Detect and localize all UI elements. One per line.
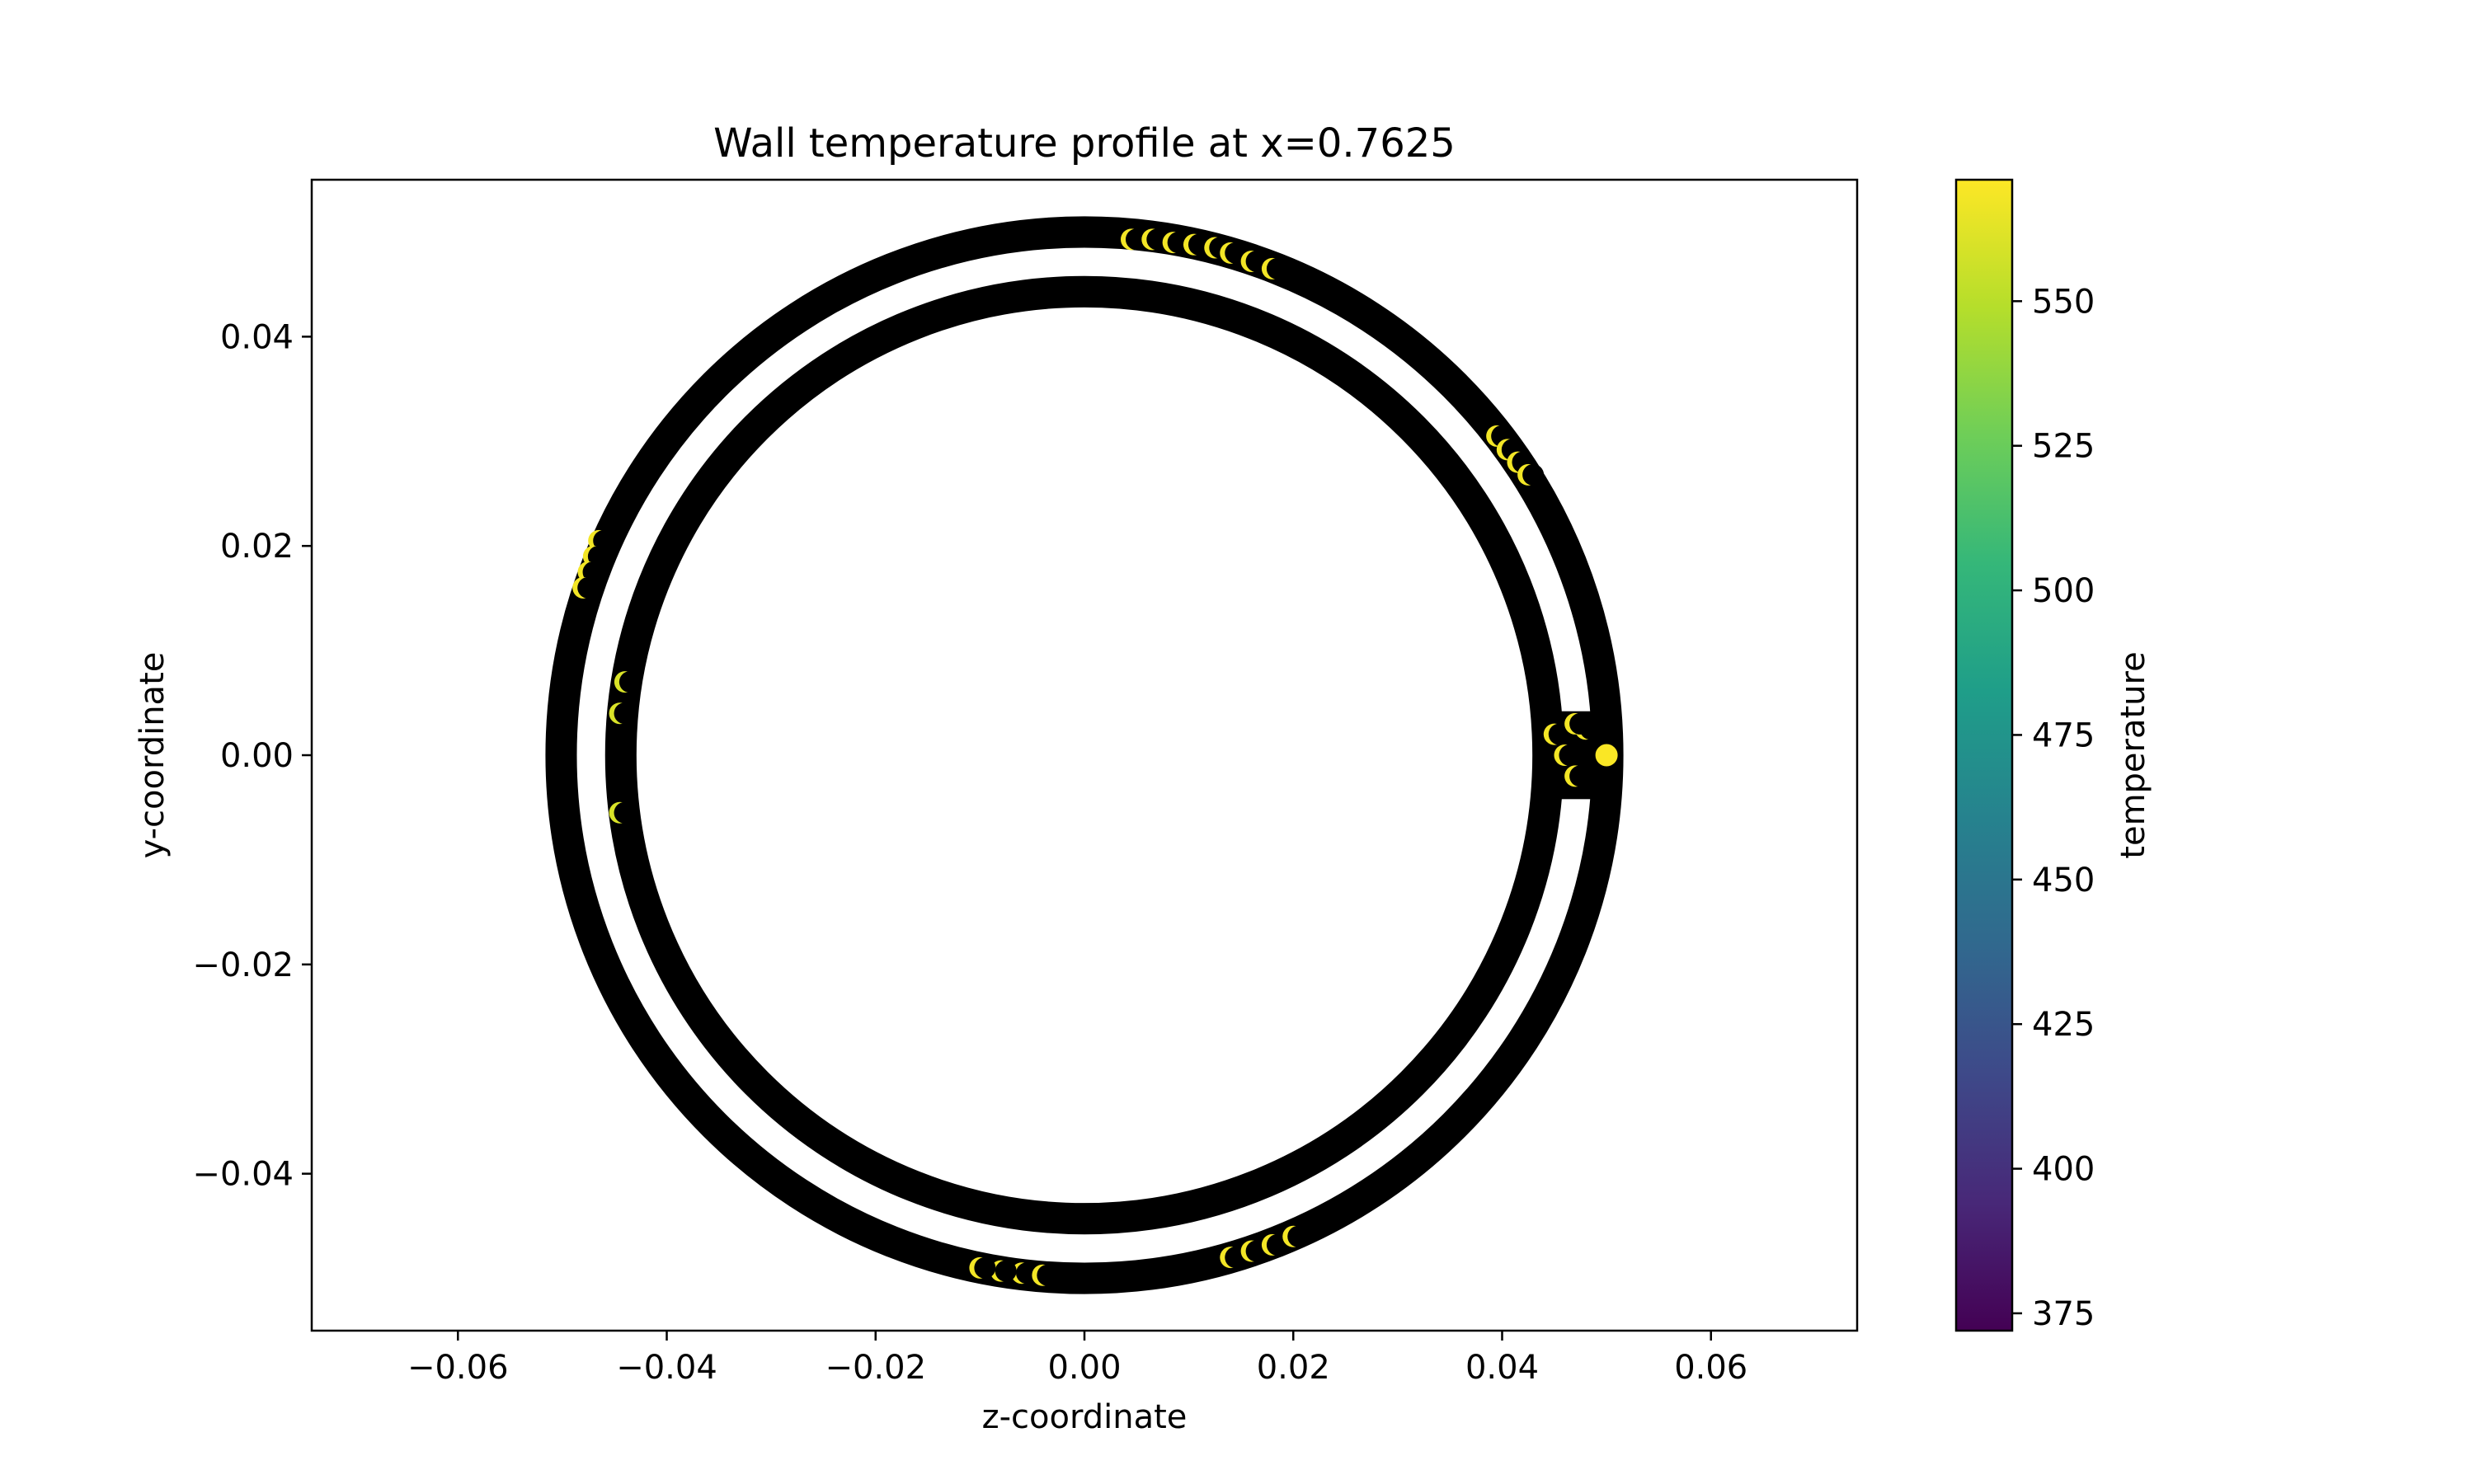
ring-1: [545, 216, 1624, 1294]
hot-spot-point: [990, 1260, 1017, 1282]
hot-spot-point: [609, 801, 636, 824]
hot-spot-point: [609, 702, 636, 725]
plot-frame: [310, 178, 1859, 1332]
hot-spot-point: [1517, 463, 1545, 486]
hot-spot-point: [1261, 257, 1288, 279]
x-tick-label: 0.02: [1257, 1349, 1330, 1387]
y-tick-label: 0.02: [220, 528, 294, 566]
ring-2: [604, 275, 1564, 1235]
hot-spot-point: [1120, 228, 1147, 251]
chart-title: Wall temperature profile at x=0.7625: [713, 120, 1456, 167]
hot-spot-point: [614, 671, 641, 693]
x-tick-label: 0.00: [1047, 1349, 1121, 1387]
colorbar-ticks: 375 400 425 450 475 500 525 550: [2012, 283, 2095, 1333]
colorbar-tick-label: 375: [2032, 1295, 2095, 1333]
y-tick-label: 0.04: [220, 318, 294, 356]
x-tick-label: −0.06: [407, 1349, 509, 1387]
colorbar-tick-label: 525: [2032, 428, 2095, 466]
colorbar-tick-label: 400: [2032, 1151, 2095, 1189]
colorbar-gradient: [1954, 178, 2014, 1332]
colorbar-label: temperature: [2114, 651, 2152, 858]
hot-spot-point: [572, 576, 600, 599]
colorbar-tick-label: 550: [2032, 283, 2095, 321]
colorbar-tick-label: 425: [2032, 1006, 2095, 1044]
hot-spot-point: [969, 1256, 996, 1279]
hot-spot-point: [1564, 712, 1592, 735]
colorbar-tick-label: 500: [2032, 572, 2095, 610]
x-tick-label: −0.02: [825, 1349, 926, 1387]
x-tick-label: 0.04: [1465, 1349, 1539, 1387]
hot-spot-point: [1554, 744, 1581, 766]
x-axis-label: z-coordinate: [982, 1398, 1188, 1436]
hot-spot-point: [1543, 723, 1570, 745]
y-tick-label: −0.04: [192, 1156, 294, 1194]
hot-spot-point: [1032, 1264, 1059, 1286]
plot-area: [545, 216, 1624, 1294]
x-tick-label: −0.04: [616, 1349, 717, 1387]
hot-spot-point: [1592, 741, 1620, 769]
colorbar-tick-label: 450: [2032, 862, 2095, 899]
y-axis: −0.04 −0.02 0.00 0.02 0.04: [192, 318, 312, 1194]
hot-spot-point: [1141, 228, 1169, 251]
hot-spot-point: [1011, 1262, 1038, 1284]
y-tick-label: −0.02: [192, 946, 294, 984]
y-tick-label: 0.00: [220, 737, 294, 775]
colorbar-tick-label: 475: [2032, 716, 2095, 754]
y-axis-label: y-coordinate: [134, 652, 172, 859]
hot-spot-point: [1564, 765, 1592, 787]
hot-spot-point: [1240, 250, 1268, 272]
x-tick-label: 0.06: [1674, 1349, 1747, 1387]
x-axis: −0.06 −0.04 −0.02 0.00 0.02 0.04 0.06: [407, 1331, 1747, 1387]
hot-spot-point: [1282, 1225, 1310, 1247]
colorbar: 375 400 425 450 475 500 525 550 temperature: [1954, 178, 2152, 1333]
hot-spot-point: [1220, 242, 1247, 264]
hot-spot-point: [1162, 232, 1189, 254]
hot-spot-point: [1183, 233, 1210, 256]
hot-spot-point: [1261, 1233, 1288, 1256]
